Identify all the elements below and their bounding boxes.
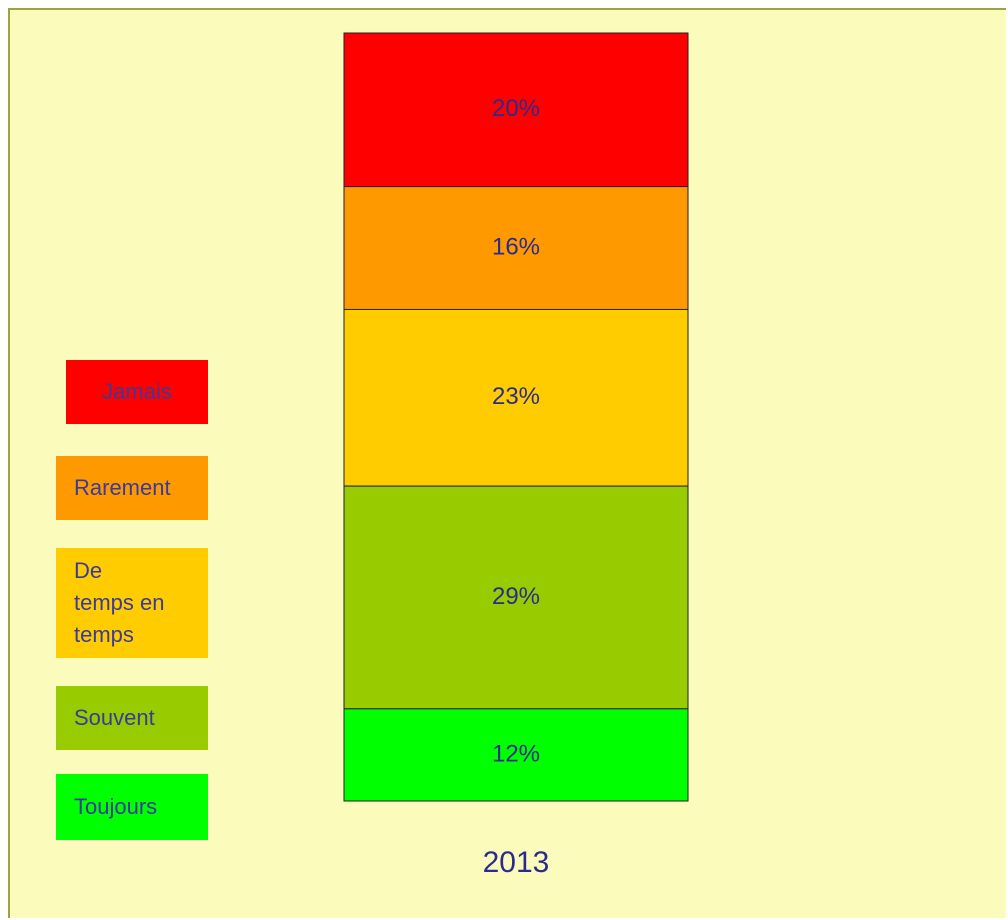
bar-segment [343,308,689,487]
data-label: 16% [492,233,540,260]
legend-item: Toujours [56,774,208,840]
data-label: 23% [492,383,540,410]
data-label: 20% [492,95,540,122]
legend-item: Jamais [66,360,208,424]
bar-segment [343,186,689,310]
bar-segment [343,485,689,710]
legend-item: De temps en temps [56,548,208,658]
data-label: 29% [492,583,540,610]
legend-item: Souvent [56,686,208,750]
x-tick-label: 2013 [483,846,550,879]
bar-segment [343,708,689,802]
data-label: 12% [492,740,540,767]
bar-segment [343,32,689,188]
legend-item: Rarement [56,456,208,520]
